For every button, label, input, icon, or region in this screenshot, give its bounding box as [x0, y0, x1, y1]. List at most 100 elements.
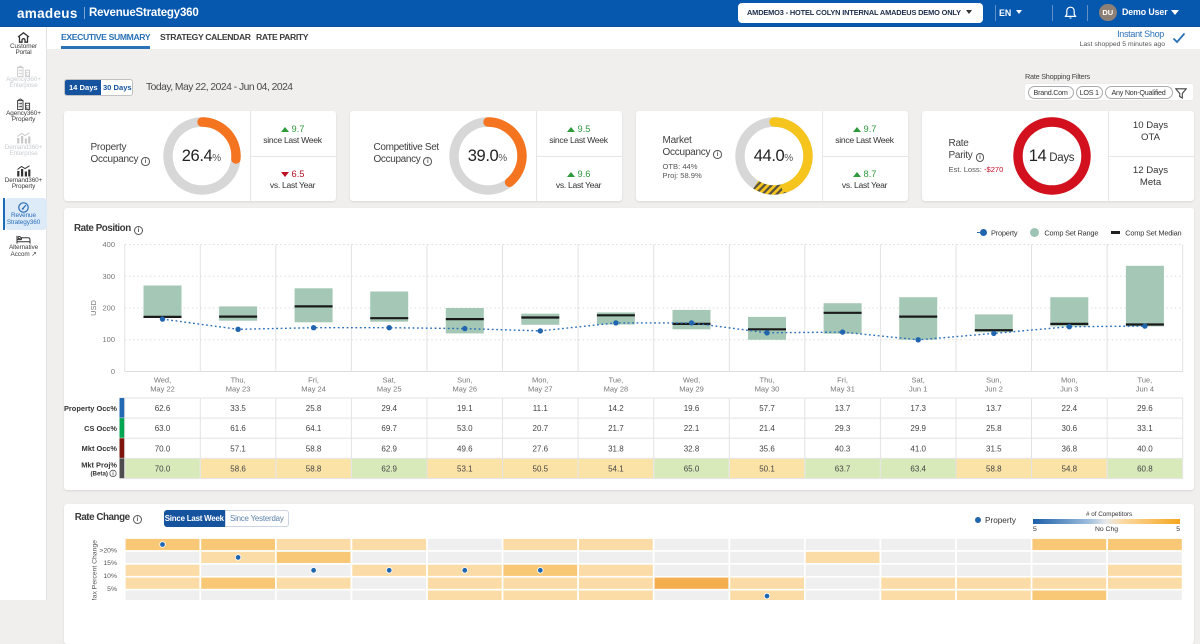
svg-text:CS Occ%: CS Occ%	[84, 424, 117, 433]
svg-text:May 25: May 25	[377, 385, 402, 394]
svg-text:65.0: 65.0	[684, 465, 700, 474]
svg-text:35.6: 35.6	[759, 444, 775, 453]
svg-text:Jun 4: Jun 4	[1136, 385, 1154, 394]
svg-text:14.2: 14.2	[608, 404, 624, 413]
svg-text:300: 300	[102, 272, 115, 281]
svg-text:May 31: May 31	[830, 385, 855, 394]
svg-text:21.7: 21.7	[608, 424, 624, 433]
svg-text:19.6: 19.6	[684, 404, 700, 413]
svg-text:400: 400	[102, 240, 115, 249]
svg-text:Mon,: Mon,	[1061, 376, 1078, 385]
svg-text:Fri,: Fri,	[837, 376, 848, 385]
svg-text:30.6: 30.6	[1062, 424, 1078, 433]
svg-text:57.1: 57.1	[230, 444, 246, 453]
svg-text:USD: USD	[89, 300, 98, 316]
svg-text:70.0: 70.0	[155, 444, 171, 453]
svg-text:19.1: 19.1	[457, 404, 473, 413]
svg-text:Tue,: Tue,	[1138, 376, 1153, 385]
svg-text:0: 0	[111, 367, 115, 376]
svg-text:May 24: May 24	[301, 385, 326, 394]
svg-text:May 30: May 30	[755, 385, 780, 394]
svg-text:Fri,: Fri,	[308, 376, 319, 385]
svg-text:49.6: 49.6	[457, 444, 473, 453]
svg-text:54.1: 54.1	[608, 465, 624, 474]
svg-text:57.7: 57.7	[759, 404, 775, 413]
svg-text:31.8: 31.8	[608, 444, 624, 453]
svg-text:53.0: 53.0	[457, 424, 473, 433]
svg-text:31.5: 31.5	[986, 444, 1002, 453]
svg-text:Wed,: Wed,	[683, 376, 700, 385]
svg-text:Thu,: Thu,	[231, 376, 246, 385]
svg-text:22.1: 22.1	[684, 424, 700, 433]
svg-text:60.8: 60.8	[1137, 465, 1153, 474]
svg-text:40.3: 40.3	[835, 444, 851, 453]
svg-text:63.0: 63.0	[155, 424, 171, 433]
svg-text:25.8: 25.8	[986, 424, 1002, 433]
svg-text:Mkt Proj%: Mkt Proj%	[81, 461, 117, 470]
svg-text:May 22: May 22	[150, 385, 175, 394]
svg-text:40.0: 40.0	[1137, 444, 1153, 453]
svg-text:54.8: 54.8	[1062, 465, 1078, 474]
svg-text:33.5: 33.5	[230, 404, 246, 413]
svg-text:53.1: 53.1	[457, 465, 473, 474]
svg-text:>20%: >20%	[99, 547, 117, 554]
svg-text:58.8: 58.8	[306, 465, 322, 474]
svg-text:20.7: 20.7	[533, 424, 549, 433]
svg-text:11.1: 11.1	[533, 404, 549, 413]
svg-text:Mkt Occ%: Mkt Occ%	[82, 444, 118, 453]
svg-text:70.0: 70.0	[155, 465, 171, 474]
svg-text:27.6: 27.6	[533, 444, 549, 453]
svg-text:Tue,: Tue,	[609, 376, 624, 385]
svg-text:63.7: 63.7	[835, 465, 851, 474]
svg-text:(Beta): (Beta)	[90, 471, 108, 478]
svg-text:62.9: 62.9	[381, 444, 397, 453]
svg-text:Property Occ%: Property Occ%	[64, 404, 117, 413]
svg-text:50.5: 50.5	[533, 465, 549, 474]
svg-text:13.7: 13.7	[835, 404, 851, 413]
svg-text:5%: 5%	[107, 586, 117, 593]
svg-text:17.3: 17.3	[910, 404, 926, 413]
svg-text:58.8: 58.8	[986, 465, 1002, 474]
svg-text:36.8: 36.8	[1062, 444, 1078, 453]
svg-text:29.9: 29.9	[910, 424, 926, 433]
svg-text:61.6: 61.6	[230, 424, 246, 433]
svg-text:Max Percent Change: Max Percent Change	[92, 540, 99, 600]
svg-text:29.4: 29.4	[381, 404, 397, 413]
svg-text:Mon,: Mon,	[532, 376, 549, 385]
svg-text:21.4: 21.4	[759, 424, 775, 433]
svg-text:May 28: May 28	[604, 385, 629, 394]
svg-text:41.0: 41.0	[910, 444, 926, 453]
svg-text:15%: 15%	[103, 560, 117, 567]
svg-text:62.6: 62.6	[155, 404, 171, 413]
svg-text:Thu,: Thu,	[759, 376, 774, 385]
svg-text:25.8: 25.8	[306, 404, 322, 413]
svg-text:33.1: 33.1	[1137, 424, 1153, 433]
svg-text:64.1: 64.1	[306, 424, 322, 433]
svg-text:58.6: 58.6	[230, 465, 246, 474]
svg-text:22.4: 22.4	[1062, 404, 1078, 413]
svg-text:200: 200	[102, 304, 115, 313]
svg-text:Jun 1: Jun 1	[909, 385, 927, 394]
svg-text:Jun 3: Jun 3	[1060, 385, 1078, 394]
svg-text:Sun,: Sun,	[457, 376, 472, 385]
svg-text:69.7: 69.7	[381, 424, 397, 433]
svg-text:62.9: 62.9	[381, 465, 397, 474]
svg-text:100: 100	[102, 335, 115, 344]
svg-text:32.8: 32.8	[684, 444, 700, 453]
svg-text:May 26: May 26	[452, 385, 477, 394]
svg-text:58.8: 58.8	[306, 444, 322, 453]
svg-text:13.7: 13.7	[986, 404, 1002, 413]
svg-text:29.6: 29.6	[1137, 404, 1153, 413]
svg-text:63.4: 63.4	[910, 465, 926, 474]
svg-text:50.1: 50.1	[759, 465, 775, 474]
svg-text:Wed,: Wed,	[154, 376, 171, 385]
svg-text:May 29: May 29	[679, 385, 704, 394]
svg-text:Sat,: Sat,	[912, 376, 925, 385]
svg-text:Sat,: Sat,	[383, 376, 396, 385]
svg-text:i: i	[112, 472, 114, 478]
svg-text:May 23: May 23	[226, 385, 251, 394]
svg-text:10%: 10%	[103, 573, 117, 580]
svg-text:May 27: May 27	[528, 385, 553, 394]
svg-text:Sun,: Sun,	[986, 376, 1001, 385]
svg-text:29.3: 29.3	[835, 424, 851, 433]
